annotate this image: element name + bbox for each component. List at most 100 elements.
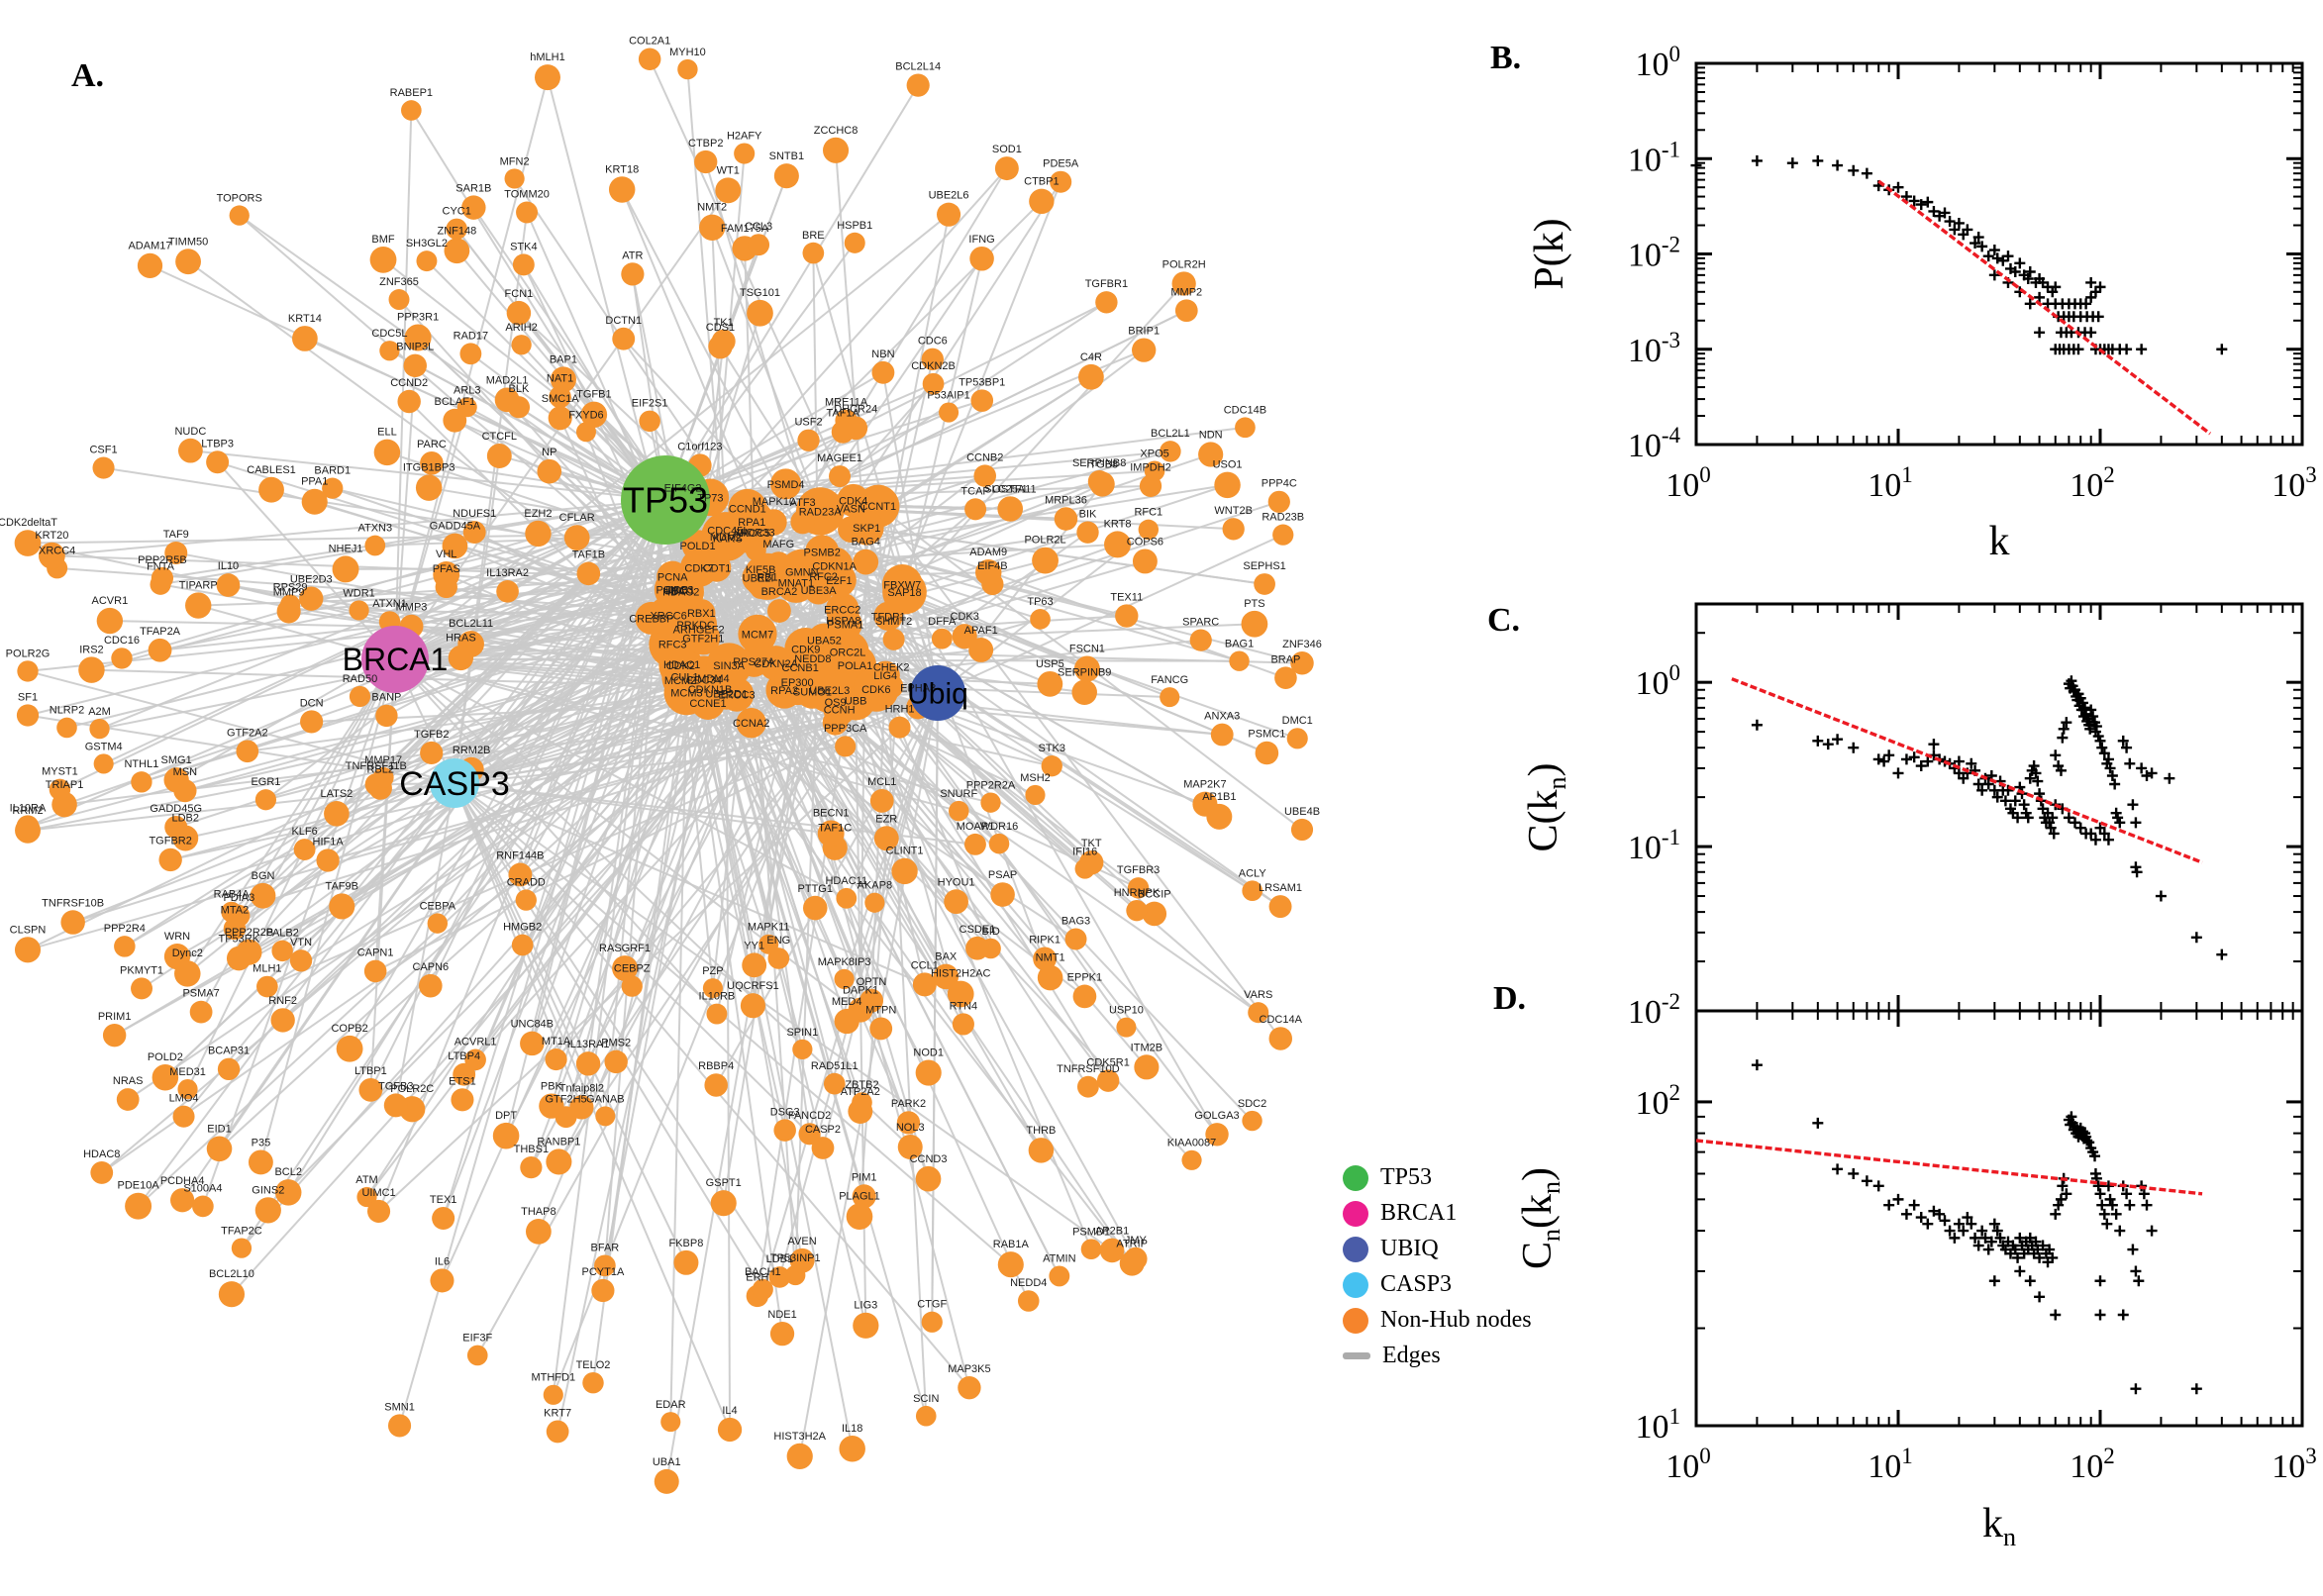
network-node[interactable] — [621, 262, 645, 286]
network-node[interactable] — [300, 710, 324, 734]
network-node[interactable] — [1268, 895, 1292, 919]
network-node[interactable] — [694, 150, 718, 174]
network-node[interactable] — [882, 628, 905, 650]
network-node[interactable] — [1222, 518, 1245, 541]
network-node[interactable] — [1115, 604, 1139, 628]
network-node[interactable] — [1192, 791, 1218, 817]
network-node[interactable] — [539, 1093, 564, 1119]
network-node[interactable] — [546, 1420, 569, 1444]
network-node[interactable] — [520, 1031, 545, 1056]
network-node[interactable] — [891, 857, 918, 885]
network-node[interactable] — [511, 934, 534, 956]
network-node[interactable] — [846, 1203, 873, 1231]
network-node[interactable] — [1255, 741, 1279, 765]
network-node[interactable] — [420, 741, 444, 765]
network-node[interactable] — [92, 456, 115, 479]
network-node[interactable] — [229, 205, 250, 226]
network-node[interactable] — [256, 975, 278, 998]
network-node[interactable] — [432, 1206, 455, 1231]
network-node[interactable] — [516, 201, 539, 224]
network-node[interactable] — [897, 1134, 923, 1159]
network-node[interactable] — [90, 1161, 114, 1184]
network-node[interactable] — [444, 238, 470, 264]
network-node[interactable] — [152, 1063, 179, 1091]
network-node[interactable] — [292, 326, 318, 351]
network-node[interactable] — [125, 1192, 152, 1220]
network-node[interactable] — [699, 214, 726, 241]
network-node[interactable] — [604, 1049, 628, 1074]
network-node[interactable] — [511, 335, 532, 355]
network-node[interactable] — [963, 833, 986, 855]
network-node[interactable] — [711, 329, 736, 353]
network-node[interactable] — [915, 1405, 937, 1427]
network-node[interactable] — [1210, 723, 1234, 747]
network-node[interactable] — [922, 372, 945, 395]
network-node[interactable] — [375, 704, 398, 728]
network-node[interactable] — [869, 788, 894, 813]
network-node[interactable] — [717, 1417, 743, 1443]
network-node[interactable] — [336, 1035, 363, 1062]
network-node[interactable] — [550, 366, 576, 393]
network-node[interactable] — [975, 558, 1002, 586]
network-node[interactable] — [997, 1251, 1024, 1278]
network-node[interactable] — [595, 1106, 616, 1127]
network-node[interactable] — [1235, 417, 1256, 439]
network-node[interactable] — [1142, 901, 1167, 927]
network-node[interactable] — [16, 704, 40, 727]
network-node[interactable] — [654, 1468, 679, 1494]
network-node[interactable] — [349, 685, 371, 708]
network-node[interactable] — [520, 1156, 543, 1179]
network-node[interactable] — [301, 488, 328, 515]
network-node[interactable] — [228, 904, 251, 927]
network-node[interactable] — [939, 402, 960, 423]
network-node[interactable] — [1017, 1290, 1040, 1312]
network-node[interactable] — [1076, 1075, 1099, 1098]
network-node[interactable] — [506, 300, 532, 326]
network-node[interactable] — [89, 719, 110, 740]
network-node[interactable] — [379, 341, 400, 361]
network-node[interactable] — [60, 910, 85, 935]
network-node[interactable] — [677, 58, 698, 80]
network-node[interactable] — [111, 648, 133, 669]
network-node[interactable] — [1078, 363, 1104, 390]
network-node[interactable] — [1242, 1110, 1262, 1132]
network-node[interactable] — [789, 1247, 815, 1273]
network-node[interactable] — [137, 252, 163, 279]
network-node[interactable] — [364, 535, 386, 556]
network-node[interactable] — [38, 542, 65, 569]
network-node[interactable] — [486, 444, 512, 468]
network-node[interactable] — [965, 936, 989, 960]
network-node[interactable] — [853, 549, 879, 575]
network-node[interactable] — [131, 977, 153, 1000]
network-node[interactable] — [829, 465, 852, 488]
network-node[interactable] — [543, 1384, 563, 1405]
network-node[interactable] — [466, 1345, 488, 1366]
network-node[interactable] — [1124, 1247, 1148, 1271]
network-node[interactable] — [1029, 188, 1055, 215]
network-node[interactable] — [839, 1436, 865, 1462]
network-node[interactable] — [512, 253, 535, 276]
network-node[interactable] — [1037, 670, 1063, 697]
network-node[interactable] — [430, 1268, 454, 1293]
network-node[interactable] — [388, 289, 410, 311]
network-node[interactable] — [102, 1023, 127, 1047]
network-node[interactable] — [372, 766, 394, 788]
network-node[interactable] — [969, 246, 994, 271]
network-node[interactable] — [525, 520, 552, 548]
network-node[interactable] — [158, 848, 182, 872]
network-node[interactable] — [508, 862, 533, 887]
network-node[interactable] — [612, 327, 636, 350]
network-node[interactable] — [545, 1047, 567, 1071]
network-node[interactable] — [1205, 1123, 1229, 1147]
network-node[interactable] — [882, 569, 927, 615]
network-node[interactable] — [1229, 650, 1250, 671]
network-node[interactable] — [173, 779, 197, 803]
network-node[interactable] — [968, 637, 994, 662]
network-node[interactable] — [546, 1148, 572, 1175]
network-node[interactable] — [740, 993, 765, 1019]
network-node[interactable] — [525, 1219, 552, 1245]
network-node[interactable] — [988, 833, 1010, 854]
network-node[interactable] — [773, 1119, 796, 1142]
network-node[interactable] — [316, 848, 340, 872]
network-node[interactable] — [770, 468, 802, 500]
